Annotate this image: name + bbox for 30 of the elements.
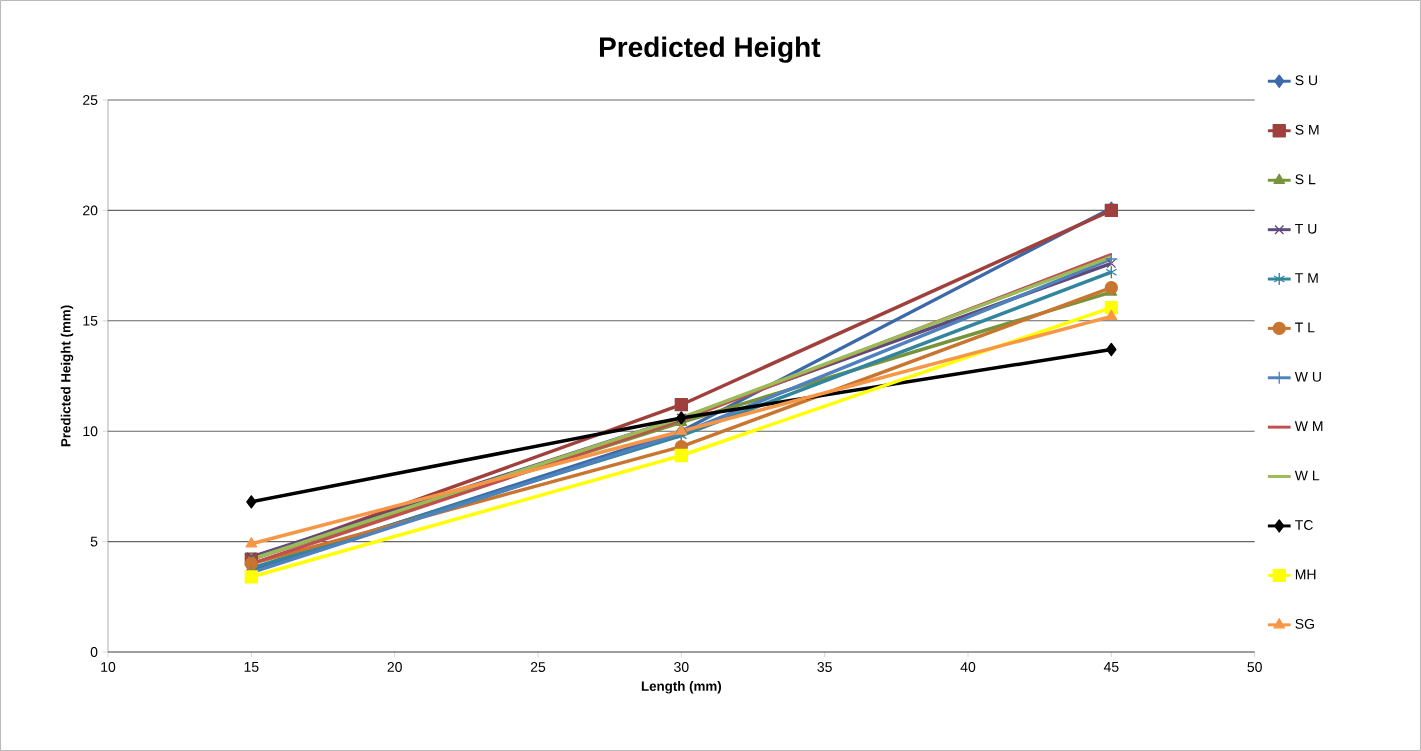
legend-label: TC [1295, 520, 1313, 530]
y-tick-label: 25 [83, 95, 98, 105]
x-tick-label: 15 [244, 662, 259, 672]
x-tick-label: 20 [387, 662, 402, 672]
x-tick-label: 40 [960, 662, 976, 672]
legend-label: SG [1295, 618, 1314, 629]
y-tick-label: 20 [83, 205, 98, 216]
x-tick-label: 25 [530, 662, 546, 672]
y-tick-label: 15 [83, 315, 98, 326]
legend-label: S U [1295, 75, 1318, 86]
legend-label: S L [1295, 174, 1316, 185]
chart-title: Predicted Height [599, 36, 821, 63]
x-tick-label: 10 [101, 662, 116, 672]
y-tick-label: 10 [83, 426, 98, 437]
legend-label: W L [1294, 470, 1320, 481]
x-axis-title: Length (mm) [641, 681, 722, 694]
x-tick-label: 50 [1247, 662, 1262, 672]
legend-label: T L [1295, 322, 1315, 333]
x-tick-label: 45 [1103, 662, 1119, 672]
legend-label: S M [1295, 124, 1319, 135]
y-axis-title: Predicted Height (mm) [60, 305, 74, 447]
x-tick-label: 30 [674, 662, 689, 672]
legend-label: T U [1295, 223, 1317, 234]
x-tick-label: 35 [817, 662, 832, 672]
legend-label: MH [1295, 569, 1316, 580]
legend-label: T M [1295, 273, 1318, 283]
legend-label: W M [1294, 421, 1323, 431]
y-tick-label: 5 [90, 536, 98, 547]
y-tick-label: 0 [90, 647, 98, 657]
legend-label: W U [1294, 371, 1321, 382]
